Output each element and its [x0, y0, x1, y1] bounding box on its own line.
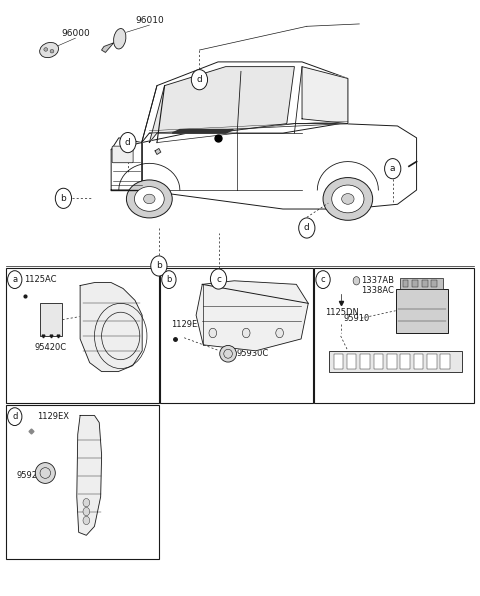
Circle shape: [192, 70, 207, 90]
Text: 1337AB: 1337AB: [361, 277, 394, 285]
Text: d: d: [125, 138, 131, 147]
FancyBboxPatch shape: [400, 278, 444, 288]
Circle shape: [384, 159, 401, 179]
Ellipse shape: [342, 194, 354, 204]
FancyBboxPatch shape: [39, 303, 62, 336]
Polygon shape: [102, 43, 114, 52]
FancyBboxPatch shape: [314, 268, 474, 403]
Text: 1129EX: 1129EX: [171, 319, 203, 328]
Text: b: b: [156, 262, 162, 271]
Ellipse shape: [332, 185, 364, 213]
Circle shape: [242, 328, 250, 338]
Circle shape: [83, 507, 90, 516]
Circle shape: [83, 498, 90, 507]
Text: a: a: [390, 164, 396, 173]
Polygon shape: [196, 281, 308, 351]
Ellipse shape: [144, 194, 155, 204]
FancyBboxPatch shape: [160, 268, 313, 403]
Text: b: b: [60, 194, 66, 203]
Ellipse shape: [126, 180, 172, 218]
FancyBboxPatch shape: [6, 405, 159, 559]
FancyBboxPatch shape: [396, 288, 448, 333]
FancyBboxPatch shape: [403, 280, 408, 287]
Polygon shape: [302, 67, 348, 123]
Circle shape: [299, 218, 315, 238]
Ellipse shape: [134, 187, 164, 211]
Circle shape: [276, 328, 283, 338]
Circle shape: [210, 269, 227, 289]
Text: b: b: [166, 275, 171, 284]
Circle shape: [120, 132, 136, 153]
FancyBboxPatch shape: [373, 354, 383, 368]
Polygon shape: [77, 415, 102, 535]
Text: 95930C: 95930C: [237, 349, 269, 358]
Polygon shape: [149, 67, 294, 142]
Circle shape: [353, 277, 360, 285]
FancyBboxPatch shape: [414, 354, 423, 368]
FancyBboxPatch shape: [427, 354, 437, 368]
FancyBboxPatch shape: [6, 268, 159, 403]
FancyBboxPatch shape: [360, 354, 370, 368]
Ellipse shape: [323, 178, 372, 221]
Text: c: c: [216, 275, 221, 284]
Ellipse shape: [220, 346, 237, 362]
Circle shape: [8, 408, 22, 426]
Ellipse shape: [114, 29, 126, 49]
Text: a: a: [12, 275, 17, 284]
Text: 95420C: 95420C: [35, 343, 67, 352]
FancyBboxPatch shape: [329, 351, 462, 371]
Circle shape: [55, 188, 72, 209]
FancyBboxPatch shape: [347, 354, 357, 368]
Ellipse shape: [40, 42, 59, 58]
FancyBboxPatch shape: [432, 280, 437, 287]
Polygon shape: [111, 142, 142, 190]
FancyBboxPatch shape: [441, 354, 450, 368]
FancyBboxPatch shape: [387, 354, 396, 368]
FancyBboxPatch shape: [400, 354, 410, 368]
Text: d: d: [304, 224, 310, 232]
Text: 1125DN: 1125DN: [325, 308, 359, 316]
Text: 1125AC: 1125AC: [24, 275, 57, 284]
Circle shape: [151, 256, 167, 276]
FancyBboxPatch shape: [334, 354, 343, 368]
Polygon shape: [111, 123, 417, 209]
Circle shape: [162, 271, 176, 288]
Circle shape: [316, 271, 330, 288]
Polygon shape: [80, 283, 142, 371]
Text: 1338AC: 1338AC: [361, 286, 394, 295]
Polygon shape: [155, 148, 161, 154]
FancyBboxPatch shape: [422, 280, 428, 287]
Text: 1129EX: 1129EX: [37, 412, 69, 421]
Circle shape: [8, 271, 22, 288]
Ellipse shape: [35, 462, 55, 483]
Text: d: d: [197, 75, 202, 84]
Ellipse shape: [44, 48, 48, 51]
Text: 96000: 96000: [61, 29, 90, 38]
Text: d: d: [12, 412, 17, 421]
Text: 95910: 95910: [343, 313, 369, 322]
Text: 96010: 96010: [135, 16, 164, 25]
Ellipse shape: [50, 49, 54, 53]
Circle shape: [209, 328, 216, 338]
FancyBboxPatch shape: [112, 146, 133, 163]
Polygon shape: [172, 129, 233, 133]
Circle shape: [83, 516, 90, 524]
Polygon shape: [142, 62, 348, 142]
Text: 95920B: 95920B: [17, 471, 49, 480]
FancyBboxPatch shape: [412, 280, 418, 287]
Text: c: c: [321, 275, 325, 284]
